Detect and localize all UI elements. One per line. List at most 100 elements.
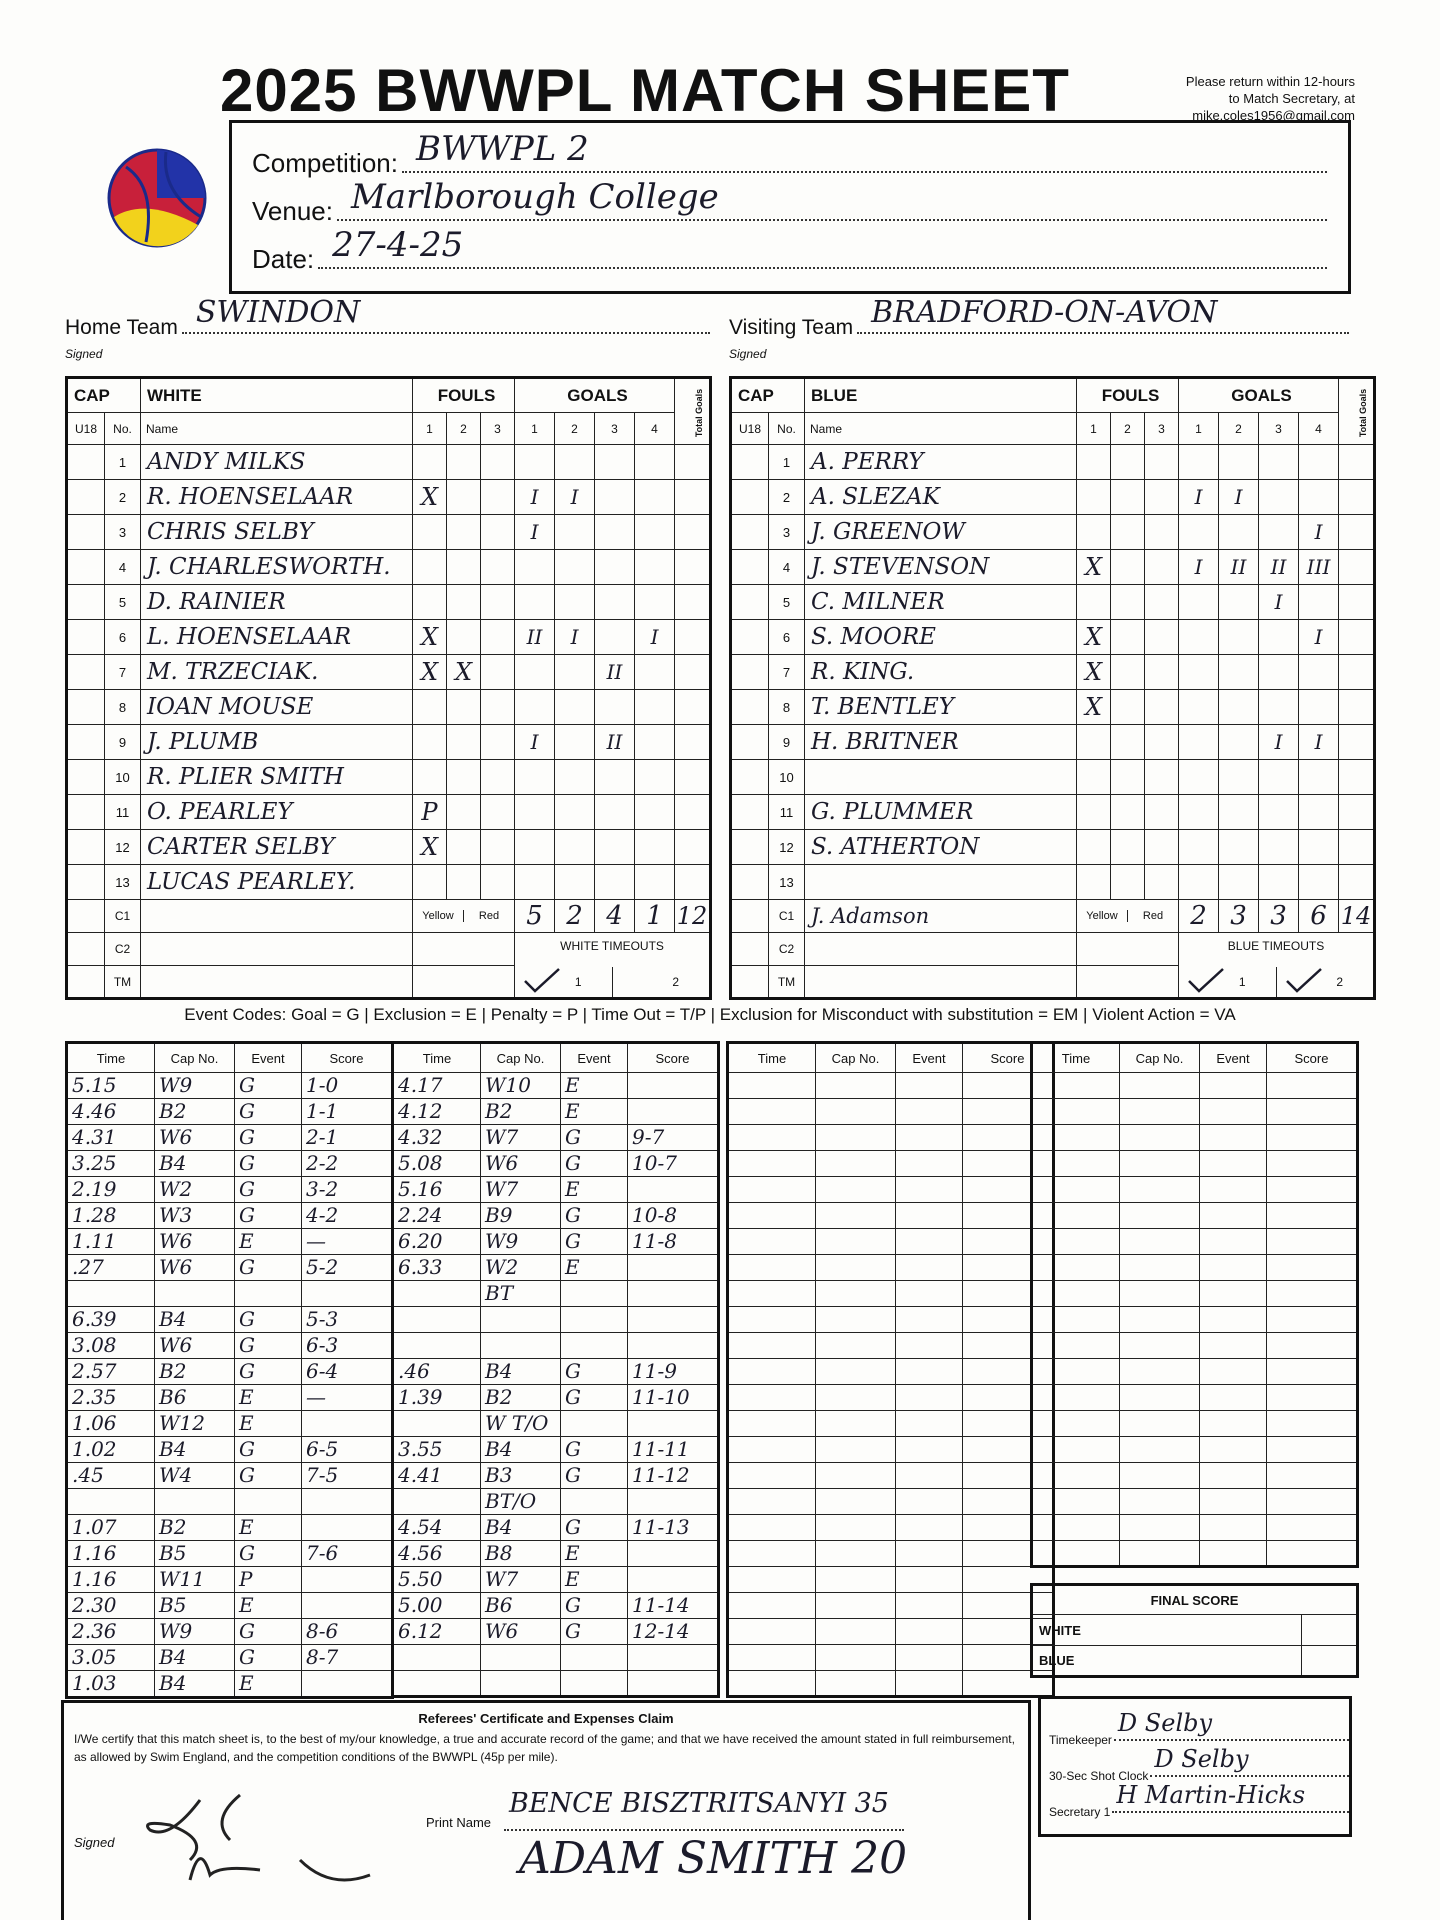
player-row: 1 A. PERRY bbox=[730, 444, 1376, 480]
player-row: 9 J. PLUMB I II bbox=[66, 724, 712, 760]
cap-number: 6 bbox=[104, 619, 141, 655]
u18-header: U18 bbox=[66, 412, 105, 445]
event-cell bbox=[1031, 1410, 1120, 1437]
event-cell: 9-7 bbox=[627, 1124, 719, 1151]
signed-label: Signed bbox=[74, 1835, 115, 1850]
event-cell bbox=[1266, 1254, 1358, 1281]
event-cell: G bbox=[234, 1540, 302, 1567]
goal-cell bbox=[554, 794, 596, 830]
player-row: 8 T. BENTLEY X bbox=[730, 689, 1376, 725]
cap-number: 5 bbox=[768, 584, 805, 620]
team-name: BRADFORD-ON-AVON bbox=[871, 295, 1218, 330]
return-note-line: mike.coles1956@gmail.com bbox=[1192, 108, 1355, 123]
official-label: 30-Sec Shot Clock bbox=[1049, 1769, 1149, 1783]
official-label: TM bbox=[104, 965, 141, 999]
event-cell bbox=[727, 1072, 816, 1099]
event-cell bbox=[1119, 1436, 1200, 1463]
event-cell: 4.46 bbox=[66, 1098, 155, 1125]
player-name-cell: CHRIS SELBY bbox=[140, 514, 413, 550]
final-score-team: WHITE bbox=[1031, 1614, 1302, 1646]
goal-col: 4 bbox=[1298, 412, 1340, 445]
event-time: 5.50 bbox=[398, 1567, 443, 1592]
player-row: 13 bbox=[730, 864, 1376, 900]
event-row bbox=[1031, 1202, 1358, 1229]
event-row: 2.24 B9 G 10-8 bbox=[392, 1202, 719, 1229]
foul-cell bbox=[412, 759, 447, 795]
timeout-number: 1 bbox=[1238, 975, 1246, 989]
foul-cell bbox=[1110, 549, 1145, 585]
field-line: 27-4-25 bbox=[318, 225, 1327, 269]
event-cell: G bbox=[560, 1124, 628, 1151]
event-cell: G bbox=[234, 1644, 302, 1671]
event-cell bbox=[815, 1150, 896, 1177]
team-label: Home Team bbox=[65, 316, 178, 339]
event-header: Event bbox=[560, 1042, 628, 1073]
event-cell bbox=[727, 1150, 816, 1177]
header-row: CAP WHITE FOULS GOALS Total Goals bbox=[66, 377, 712, 445]
event-cap: B4 bbox=[485, 1437, 513, 1462]
foul-cell bbox=[479, 689, 516, 725]
event-cell bbox=[895, 1410, 963, 1437]
event-row bbox=[392, 1670, 719, 1697]
event-cell bbox=[815, 1436, 896, 1463]
event-event: G bbox=[565, 1359, 581, 1384]
event-cell: E bbox=[234, 1592, 302, 1619]
event-row bbox=[1031, 1488, 1358, 1515]
event-cell bbox=[727, 1592, 816, 1619]
official-name-cell bbox=[804, 932, 1077, 966]
goal-tally: I bbox=[570, 625, 579, 649]
goal-tally: II bbox=[606, 730, 623, 754]
official-line: H Martin-Hicks bbox=[1112, 1781, 1349, 1813]
event-score: 2-2 bbox=[306, 1151, 339, 1176]
cap-number: 11 bbox=[768, 794, 805, 830]
u18-cell bbox=[66, 654, 105, 690]
event-time: 4.41 bbox=[398, 1463, 443, 1488]
foul-cell bbox=[446, 689, 481, 725]
event-row: 3.25 B4 G 2-2 bbox=[66, 1150, 393, 1177]
event-event: G bbox=[239, 1099, 255, 1124]
event-cell bbox=[895, 1462, 963, 1489]
event-cap: W7 bbox=[485, 1125, 519, 1150]
foul-cell bbox=[479, 584, 516, 620]
event-cell: G bbox=[560, 1618, 628, 1645]
event-cap: B4 bbox=[485, 1515, 513, 1540]
goal-cell bbox=[1298, 864, 1340, 900]
event-cell bbox=[895, 1124, 963, 1151]
event-row bbox=[727, 1670, 1054, 1697]
event-cell bbox=[727, 1644, 816, 1671]
player-name: J. PLUMB bbox=[147, 729, 259, 755]
event-row: W T/O bbox=[392, 1410, 719, 1437]
foul-cell: X bbox=[412, 619, 447, 655]
event-cell bbox=[815, 1306, 896, 1333]
event-time: 5.15 bbox=[72, 1073, 117, 1098]
event-header: Event bbox=[1199, 1042, 1267, 1073]
total-cell bbox=[674, 689, 712, 725]
event-cell bbox=[1031, 1384, 1120, 1411]
event-cell bbox=[815, 1254, 896, 1281]
event-cell bbox=[1119, 1306, 1200, 1333]
cap-number: 12 bbox=[104, 829, 141, 865]
timeout-box: 1 bbox=[516, 967, 613, 997]
player-name: S. ATHERTON bbox=[811, 834, 980, 860]
event-header-row: Time Cap No. Event Score bbox=[727, 1042, 1054, 1073]
total-cell bbox=[674, 759, 712, 795]
player-row: 4 J. CHARLESWORTH. bbox=[66, 549, 712, 585]
goal-cell bbox=[594, 514, 636, 550]
event-cell bbox=[627, 1644, 719, 1671]
foul-cell bbox=[412, 514, 447, 550]
total-header: Total Goals bbox=[1358, 388, 1369, 437]
event-row: 4.41 B3 G 11-12 bbox=[392, 1462, 719, 1489]
event-cell bbox=[392, 1488, 481, 1515]
cap-header: CAP bbox=[66, 377, 141, 413]
foul-cell bbox=[1143, 549, 1180, 585]
player-row: 2 A. SLEZAK I I bbox=[730, 479, 1376, 515]
foul-cell bbox=[1110, 759, 1145, 795]
event-time: 1.11 bbox=[72, 1229, 117, 1254]
player-row: 5 C. MILNER I bbox=[730, 584, 1376, 620]
event-cap: W10 bbox=[485, 1073, 532, 1098]
event-score: 8-7 bbox=[306, 1645, 339, 1670]
event-cell bbox=[815, 1618, 896, 1645]
player-name-cell: J. STEVENSON bbox=[804, 549, 1077, 585]
event-score: — bbox=[306, 1229, 326, 1254]
